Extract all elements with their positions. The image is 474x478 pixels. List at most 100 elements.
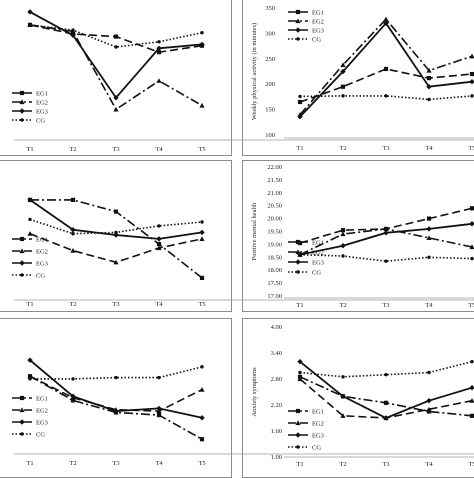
series-line-cg [299,253,473,263]
data-point-eg1 [426,216,432,221]
legend-label-eg1: EG1 [36,90,48,97]
data-point-eg1 [426,409,432,414]
data-point-cg [71,28,75,32]
data-point-eg2 [27,373,33,379]
legend-marker-eg1 [19,90,25,96]
x-tick-label: T2 [339,461,346,468]
series-line-cg [29,24,203,48]
y-tick-label: 19.50 [267,229,282,236]
data-point-eg3 [199,229,205,236]
legend-marker-cg [296,37,300,41]
data-point-eg1 [70,197,76,202]
x-tick-label: T3 [112,460,119,467]
y-axis-label: Anxiety symptoms [251,367,258,417]
series-line-eg1 [299,68,473,103]
x-tick-label: T1 [26,146,33,153]
series-line-eg2 [29,232,203,264]
y-tick-label: 21.00 [267,190,282,197]
data-point-cg [114,375,118,380]
legend-label-eg3: EG3 [312,259,324,266]
x-tick-label: T4 [425,145,433,152]
legend-label-cg: CG [312,444,321,451]
x-tick-label: T2 [69,301,76,308]
data-point-eg1 [469,206,474,211]
data-point-eg3 [383,230,389,236]
x-tick-label: T4 [155,301,163,308]
legend-label-eg2: EG2 [36,99,48,106]
data-point-cg [298,370,302,375]
legend-label-eg1: EG1 [312,9,324,16]
legend-label-cg: CG [36,117,45,124]
data-point-eg2 [340,413,346,418]
legend-label-eg2: EG2 [36,407,48,414]
data-point-cg [114,230,118,235]
x-tick-label: T1 [26,460,33,467]
legend-marker-eg2 [295,249,301,255]
x-tick-label: T5 [198,301,205,308]
data-point-eg3 [340,242,346,249]
data-point-eg1 [426,76,432,81]
data-point-cg [341,254,345,258]
x-tick-label: T1 [26,301,33,308]
legend-label-eg3: EG3 [312,432,324,439]
data-point-eg1 [340,228,346,233]
series-line-eg3 [29,11,203,100]
y-tick-label: 2.20 [271,402,282,409]
data-point-eg3 [469,78,474,85]
data-point-cg [200,31,204,35]
data-point-cg [28,377,32,381]
y-tick-label: 200 [265,81,275,88]
legend-marker-eg1 [295,239,301,245]
y-tick-label: 100 [265,132,275,139]
data-point-eg1 [469,71,474,77]
y-tick-label: 150 [265,107,275,114]
legend-marker-eg2 [19,248,25,254]
data-point-eg2 [27,231,33,236]
x-tick-label: T5 [468,302,474,309]
y-tick-label: 17.50 [267,280,282,287]
legend-marker-eg3 [19,260,25,266]
legend-label-eg3: EG3 [36,260,48,267]
data-point-eg3 [113,232,119,238]
data-point-eg1 [199,437,205,442]
x-tick-label: T2 [69,146,76,153]
legend-marker-cg [296,445,300,449]
x-tick-label: T3 [112,301,119,308]
legend-marker-eg2 [295,18,301,24]
y-tick-label: 20.50 [267,203,282,210]
data-point-eg2 [383,16,389,22]
data-point-eg2 [113,259,119,265]
x-tick-label: T3 [382,302,389,309]
data-point-eg3 [199,415,205,421]
x-tick-label: T4 [425,461,433,468]
legend-marker-eg1 [19,395,25,401]
data-point-eg2 [426,67,432,73]
data-point-eg1 [156,50,162,55]
x-tick-label: T2 [339,145,346,152]
data-point-eg2 [383,226,389,232]
legend-marker-eg2 [295,420,301,426]
data-point-eg1 [113,34,119,39]
legend-marker-eg3 [19,108,25,114]
data-point-cg [71,377,75,381]
data-point-cg [470,256,474,261]
x-tick-label: T4 [155,460,163,467]
data-point-eg3 [426,226,432,232]
legend-label-eg1: EG1 [36,395,48,402]
y-tick-label: 4.00 [271,324,282,331]
data-point-eg3 [156,236,162,242]
y-axis-label: Positive mental health [251,202,258,261]
data-point-eg3 [340,393,346,400]
legend-label-eg2: EG2 [36,248,48,255]
data-point-eg1 [297,99,303,105]
data-point-cg [114,45,118,49]
data-point-eg3 [70,32,76,38]
data-point-eg2 [199,236,205,241]
legend-marker-eg1 [295,408,301,414]
y-tick-label: 21.50 [267,177,282,184]
data-point-eg3 [156,45,162,51]
y-tick-label: 18.00 [267,267,282,274]
legend-label-eg3: EG3 [36,108,48,115]
legend-label-eg2: EG2 [312,420,324,427]
series-line-cg [299,95,473,101]
